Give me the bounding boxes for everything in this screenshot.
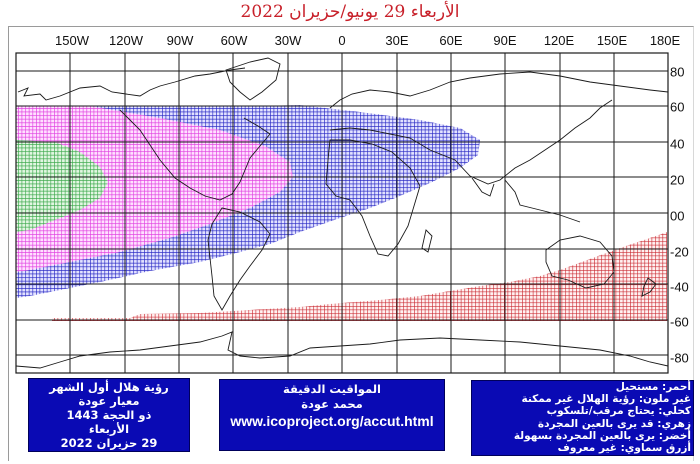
lat-label: 80 xyxy=(670,64,685,80)
crescent-info-box: رؤية هلال أول الشهر معيار عودة ذو الحجة … xyxy=(28,378,190,452)
lat-label: 00 xyxy=(670,208,685,224)
lon-label: 180E xyxy=(649,33,681,48)
lon-label: 30E xyxy=(385,33,409,48)
legend-pink: زهري: قد يرى بالعين المجردة xyxy=(537,417,691,430)
legend-red: أحمر: مستحيل xyxy=(615,381,691,393)
lat-label: 40 xyxy=(670,136,685,152)
lat-label: 20 xyxy=(670,172,685,188)
legend-green: أخضر: يرى بالعين المجردة بسهولة xyxy=(513,429,691,442)
color-legend-box: أحمر: مستحيل غير ملون: رؤية الهلال غير م… xyxy=(471,380,694,456)
coastlines xyxy=(15,57,669,369)
author-name: محمد عودة xyxy=(301,397,363,411)
zone-red-impossible xyxy=(52,232,667,321)
legend-navy: كحلي: يحتاج مرقب/تلسكوب xyxy=(546,405,691,418)
legend-cyan: أزرق سماوي: غير معروف xyxy=(557,442,691,455)
accurate-times-box: المواقيت الدقيقة محمد عودة www.icoprojec… xyxy=(219,379,445,451)
graticule xyxy=(16,53,668,373)
map-frame xyxy=(8,26,694,461)
lat-label: -60 xyxy=(670,314,689,330)
lat-label: 60 xyxy=(670,99,685,115)
lat-label: -20 xyxy=(670,244,689,260)
info-line: ذو الحجة 1443 xyxy=(66,408,152,422)
map-border xyxy=(15,52,669,374)
lon-label: 60E xyxy=(439,33,463,48)
accurate-times-heading: المواقيت الدقيقة xyxy=(283,382,381,396)
lon-label: 90E xyxy=(493,33,517,48)
lat-label: -40 xyxy=(670,279,689,295)
longitude-labels: 150W 120W 90W 60W 30W 0 30E 60E 90E 120E… xyxy=(0,33,700,49)
info-line: رؤية هلال أول الشهر xyxy=(49,380,169,394)
zone-magenta-possible xyxy=(16,106,293,272)
lon-label: 150W xyxy=(55,33,89,48)
lon-label: 30W xyxy=(274,33,302,48)
accut-link[interactable]: www.icoproject.org/accut.html xyxy=(230,413,434,429)
lon-label: 120W xyxy=(109,33,143,48)
lon-label: 90W xyxy=(166,33,194,48)
zone-green-easy xyxy=(16,140,108,232)
lon-label: 150E xyxy=(596,33,628,48)
page-title: الأربعاء 29 يونيو/حزيران 2022 xyxy=(240,2,460,22)
legend-uncolored: غير ملون: رؤية الهلال غير ممكنة xyxy=(521,393,691,406)
lon-label: 0 xyxy=(338,33,346,48)
info-line: 29 حزيران 2022 xyxy=(60,436,158,450)
lon-label: 60W xyxy=(220,33,248,48)
info-line: الأربعاء xyxy=(88,422,130,436)
lon-label: 120E xyxy=(543,33,575,48)
info-line: معيار عودة xyxy=(78,394,140,408)
lat-label: -80 xyxy=(670,350,689,366)
